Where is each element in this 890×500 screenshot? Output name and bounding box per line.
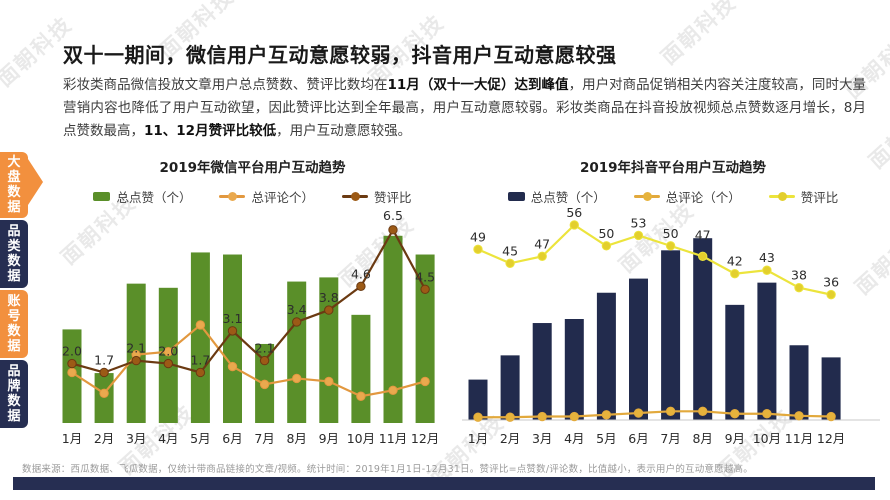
wechat-chart: 2.0 1.7 2.1 2.0 1.7 3.1 2.1 3.4 3.8 4.6 6.5 4.5 1月 2月… — [62, 208, 440, 446]
svg-text:56: 56 — [566, 205, 582, 220]
wechat-chart-title: 2019年微信平台用户互动趋势 — [159, 160, 346, 176]
svg-text:53: 53 — [631, 215, 647, 230]
svg-text:47: 47 — [534, 236, 550, 251]
bar-series — [468, 238, 841, 420]
legend-label: 总点赞（个） — [530, 190, 606, 205]
svg-text:1月: 1月 — [468, 431, 488, 446]
svg-text:1.7: 1.7 — [190, 352, 210, 367]
legend-label: 赞评比 — [800, 190, 839, 205]
legend-label: 总评论（个） — [665, 190, 741, 205]
svg-text:2.1: 2.1 — [126, 341, 146, 356]
legend-bar-swatch-icon — [93, 192, 111, 201]
svg-text:10月: 10月 — [347, 431, 375, 446]
svg-text:9月: 9月 — [725, 431, 745, 446]
month-labels: 1月 2月 3月 4月 5月 6月 7月 8月 9月 10月 11月 12月 — [62, 431, 440, 446]
douyin-chart: 49 45 47 56 50 53 50 47 42 43 38 36 1月 2月 3月 4月 5月 6月 7月 8月… — [462, 205, 880, 446]
bottom-bar — [13, 477, 875, 490]
value-labels: 49 45 47 56 50 53 50 47 42 43 38 36 — [470, 205, 839, 290]
page-title: 双十一期间，微信用户互动意愿较弱，抖音用户互动意愿较强 — [63, 43, 617, 68]
legend-bar-swatch-icon — [507, 192, 525, 201]
bar-series — [62, 235, 435, 423]
svg-text:12月: 12月 — [817, 431, 845, 446]
legend-line-marker-icon — [219, 192, 246, 201]
body-bold-segment: 11、12月赞评比较低 — [144, 123, 277, 139]
legend-line-marker-icon — [768, 192, 795, 201]
sidebar-tab-overview[interactable]: 大盘数据 — [0, 152, 28, 218]
legend-label: 赞评比 — [374, 190, 412, 205]
legend-item: 赞评比 — [342, 187, 412, 206]
legend-item: 总评论个） — [219, 187, 314, 206]
svg-text:1月: 1月 — [62, 431, 82, 446]
douyin-chart-legend: 总点赞（个） 总评论（个） 赞评比 — [458, 187, 888, 206]
active-tab-arrow-icon — [28, 159, 43, 205]
svg-text:2.1: 2.1 — [255, 341, 275, 356]
svg-text:4月: 4月 — [158, 431, 178, 446]
svg-text:2.0: 2.0 — [62, 344, 82, 359]
legend-item: 总点赞（个） — [93, 187, 191, 206]
svg-text:47: 47 — [695, 227, 711, 242]
svg-text:3.8: 3.8 — [319, 290, 339, 305]
svg-text:11月: 11月 — [379, 431, 407, 446]
svg-text:4月: 4月 — [564, 431, 584, 446]
svg-text:3.4: 3.4 — [287, 302, 307, 317]
legend-label: 总点赞（个） — [116, 190, 192, 205]
body-segment: ，用户互动意愿较强。 — [276, 123, 412, 139]
comment-line-series — [67, 320, 430, 401]
svg-text:12月: 12月 — [411, 431, 439, 446]
legend-line-marker-icon — [342, 192, 368, 201]
svg-text:38: 38 — [791, 268, 807, 283]
body-segment: ，用户对商品促销相关内容关注度较高，同时大量营销内容也降低了用户互动欲望，因此赞… — [63, 77, 866, 139]
svg-text:3月: 3月 — [126, 431, 146, 446]
svg-text:6月: 6月 — [628, 431, 648, 446]
legend-item: 总评论（个） — [633, 187, 741, 206]
legend-item: 赞评比 — [768, 187, 839, 206]
svg-text:8月: 8月 — [692, 431, 712, 446]
month-labels: 1月 2月 3月 4月 5月 6月 7月 8月 9月 10月 11月 12月 — [468, 431, 846, 446]
svg-text:5月: 5月 — [190, 431, 210, 446]
body-bold-segment: 11月（双十一大促）达到峰值 — [387, 77, 569, 93]
svg-text:3月: 3月 — [532, 431, 552, 446]
svg-text:6月: 6月 — [222, 431, 242, 446]
comment-line-series — [473, 406, 836, 422]
svg-text:36: 36 — [823, 275, 839, 290]
svg-text:6.5: 6.5 — [383, 208, 403, 223]
svg-text:2.0: 2.0 — [158, 344, 178, 359]
svg-text:1.7: 1.7 — [94, 352, 114, 367]
svg-text:43: 43 — [759, 250, 775, 265]
svg-text:3.1: 3.1 — [223, 311, 243, 326]
svg-text:7月: 7月 — [254, 431, 274, 446]
svg-text:50: 50 — [598, 226, 614, 241]
svg-text:49: 49 — [470, 229, 486, 244]
legend-line-marker-icon — [633, 192, 660, 201]
body-segment: 彩妆类商品微信投放文章用户总点赞数、赞评比数均在 — [63, 77, 388, 93]
ratio-line-series: 49 45 47 56 50 53 50 47 42 43 38 36 — [470, 205, 839, 300]
watermark-text: 面朝科技 — [656, 0, 741, 70]
value-labels: 2.0 1.7 2.1 2.0 1.7 3.1 2.1 3.4 3.8 4.6 6.5 4.5 — [62, 208, 435, 368]
douyin-chart-title: 2019年抖音平台用户互动趋势 — [579, 160, 767, 176]
svg-text:42: 42 — [727, 254, 743, 269]
svg-text:4.5: 4.5 — [415, 269, 435, 284]
wechat-chart-legend: 总点赞（个） 总评论个） 赞评比 — [50, 187, 455, 206]
svg-text:9月: 9月 — [319, 431, 339, 446]
svg-text:2月: 2月 — [94, 431, 114, 446]
sidebar-tab-brand[interactable]: 品牌数据 — [0, 360, 28, 428]
svg-text:5月: 5月 — [596, 431, 616, 446]
data-source-note: 数据来源：西瓜数据、飞瓜数据，仅统计带商品链接的文章/视频。统计时间：2019年… — [22, 464, 753, 475]
svg-text:4.6: 4.6 — [351, 266, 371, 281]
svg-text:11月: 11月 — [785, 431, 813, 446]
sidebar-tab-account[interactable]: 账号数据 — [0, 290, 28, 358]
legend-label: 总评论个） — [251, 190, 314, 205]
svg-text:10月: 10月 — [753, 431, 781, 446]
svg-text:2月: 2月 — [500, 431, 520, 446]
svg-text:50: 50 — [663, 226, 679, 241]
svg-text:7月: 7月 — [660, 431, 680, 446]
ratio-line-series: 2.0 1.7 2.1 2.0 1.7 3.1 2.1 3.4 3.8 4.6 6.5 4.5 — [62, 208, 435, 378]
legend-item: 总点赞（个） — [507, 187, 606, 206]
svg-text:8月: 8月 — [286, 431, 306, 446]
body-text: 彩妆类商品微信投放文章用户总点赞数、赞评比数均在11月（双十一大促）达到峰值，用… — [63, 74, 866, 143]
sidebar-tab-category[interactable]: 品类数据 — [0, 220, 28, 288]
svg-text:45: 45 — [502, 243, 518, 258]
